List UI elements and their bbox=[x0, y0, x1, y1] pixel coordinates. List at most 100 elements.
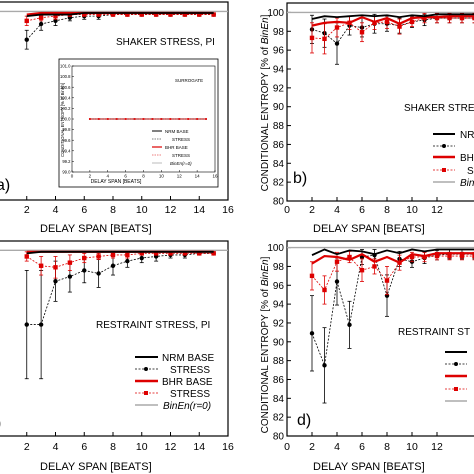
x-tick-label: 14 bbox=[193, 204, 205, 216]
inset-y-tick-label: 100.8 bbox=[60, 74, 71, 79]
inset-data-point bbox=[178, 118, 181, 120]
data-point-bhr-stress bbox=[110, 252, 116, 258]
data-point-nrm-stress bbox=[38, 21, 44, 27]
legend-marker bbox=[144, 391, 148, 395]
data-point-bhr-stress bbox=[38, 263, 44, 268]
data-point-nrm-stress bbox=[24, 37, 29, 42]
inset-y-tick-labels: 101.0 100.8 100.6 100.4 100.2 100.0 99.8 99.6 99… bbox=[60, 64, 74, 175]
data-point-bhr-stress bbox=[447, 253, 452, 259]
inset-y-tick-label: 100.4 bbox=[60, 95, 71, 100]
x-tick-label: 12 bbox=[165, 441, 177, 453]
inset-x-tick-label: 4 bbox=[106, 174, 109, 179]
data-point-bhr-stress bbox=[96, 12, 101, 17]
data-point-bhr-stress bbox=[384, 278, 390, 283]
x-tick-label: 8 bbox=[384, 204, 390, 216]
plot-area bbox=[0, 10, 228, 50]
x-tick-label: 12 bbox=[431, 204, 443, 216]
y-tick-label: 84 bbox=[273, 159, 285, 170]
data-point-bhr-stress bbox=[197, 12, 202, 17]
data-point-bhr-stress bbox=[434, 253, 440, 259]
panel-label: ) bbox=[0, 415, 1, 432]
data-point-bhr-stress bbox=[182, 251, 188, 256]
inset-y-tick-label: 99.6 bbox=[62, 138, 71, 143]
legend-marker bbox=[454, 387, 458, 391]
plot-area bbox=[287, 246, 474, 404]
y-tick-label: 88 bbox=[273, 356, 285, 367]
x-tick-labels: 0 2 4 6 8 10 12 bbox=[284, 197, 443, 216]
data-point-bhr-stress bbox=[359, 268, 365, 273]
y-tick-labels: 100 98 96 94 92 90 88 86 84 82 80 bbox=[267, 8, 291, 208]
inset-x-tick-label: 12 bbox=[177, 174, 183, 179]
data-point-bhr-stress bbox=[359, 30, 365, 35]
data-point-nrm-stress bbox=[334, 279, 340, 284]
panel-title: SHAKER STRE bbox=[404, 103, 474, 114]
data-point-nrm-stress bbox=[334, 41, 340, 46]
y-tick-label: 80 bbox=[273, 432, 285, 443]
data-point-bhr-stress bbox=[409, 19, 415, 25]
x-tick-label: 6 bbox=[81, 204, 87, 216]
y-tick-label: 88 bbox=[273, 121, 285, 132]
legend-marker bbox=[442, 144, 446, 148]
data-point-bhr-stress bbox=[139, 251, 144, 256]
x-tick-labels: 0 2 4 6 8 10 12 bbox=[284, 432, 443, 453]
data-point-bhr-stress bbox=[82, 255, 87, 261]
y-tick-label: 80 bbox=[273, 197, 285, 208]
inset-y-tick-label: 101.0 bbox=[60, 64, 71, 69]
data-point-bhr-stress bbox=[168, 251, 173, 256]
y-tick-label: 100 bbox=[267, 8, 284, 19]
panel-label: a) bbox=[0, 177, 10, 194]
legend-label: NR bbox=[460, 130, 474, 141]
legend bbox=[445, 351, 467, 402]
legend: NRM BASE STRESS BHR BASE STRESS BinEn(r=… bbox=[135, 353, 215, 412]
legend-label: BHR BASE bbox=[162, 377, 213, 388]
inset-x-tick-label: 16 bbox=[212, 174, 218, 179]
y-axis-label-italic: BinEn bbox=[260, 17, 271, 44]
inset-x-tick-labels: 0 2 4 6 8 10 12 14 16 bbox=[71, 170, 218, 179]
inset-data-point bbox=[97, 118, 100, 120]
inset-data-point bbox=[160, 118, 163, 120]
inset-x-tick-label: 10 bbox=[159, 174, 165, 179]
legend-label: BinEn(r=0) bbox=[163, 401, 211, 412]
data-point-nrm-stress bbox=[309, 331, 315, 336]
x-tick-label: 10 bbox=[406, 204, 418, 216]
series-line-bhr-stress bbox=[26, 14, 214, 22]
legend-label: STRESS bbox=[170, 389, 210, 400]
legend-marker bbox=[454, 362, 458, 366]
inset-surrogate-chart: SURROGATE DELAY SPAN [BEATS] CONDITIONAL… bbox=[58, 58, 219, 188]
x-tick-label: 4 bbox=[334, 204, 340, 216]
legend-label: BHR BASE bbox=[165, 145, 188, 150]
y-axis-label-italic: BinEn bbox=[260, 259, 271, 286]
inset-y-tick-label: 99.4 bbox=[62, 148, 71, 153]
data-point-bhr-stress bbox=[322, 36, 327, 42]
y-tick-label: 86 bbox=[273, 375, 285, 386]
x-tick-label: 16 bbox=[222, 441, 234, 453]
y-axis-label-suffix: ] bbox=[260, 256, 271, 259]
data-point-bhr-stress bbox=[459, 15, 465, 21]
inset-data-point bbox=[205, 118, 207, 120]
x-tick-label: 4 bbox=[334, 441, 340, 453]
plot-area bbox=[0, 249, 228, 380]
panel-c-restraint-stress-pi: RESTRAINT STRESS, PI ) DELAY SPAN [BEATS… bbox=[0, 240, 234, 473]
y-tick-label: 98 bbox=[273, 262, 285, 273]
inset-y-axis-label: CONDITIONAL ENTROPY [% of BinEn] bbox=[60, 83, 65, 157]
inset-y-tick-label: 99.8 bbox=[62, 127, 71, 132]
data-point-bhr-stress bbox=[24, 18, 29, 24]
data-point-bhr-stress bbox=[409, 254, 415, 260]
data-point-bhr-stress bbox=[372, 264, 377, 269]
data-point-bhr-stress bbox=[397, 24, 402, 29]
inset-data-point bbox=[88, 118, 91, 120]
data-point-bhr-stress bbox=[334, 259, 340, 264]
legend-marker bbox=[144, 367, 148, 371]
inset-y-tick-label: 100.6 bbox=[60, 85, 71, 90]
y-tick-label: 90 bbox=[273, 337, 285, 348]
x-tick-label: 16 bbox=[222, 204, 234, 216]
data-point-bhr-stress bbox=[211, 12, 216, 17]
y-tick-label: 100 bbox=[267, 243, 284, 254]
inset-data-point bbox=[115, 118, 118, 120]
inset-data-point bbox=[187, 118, 190, 120]
y-tick-label: 82 bbox=[273, 178, 285, 189]
data-point-bhr-stress bbox=[125, 12, 130, 17]
inset-data-point bbox=[142, 118, 145, 120]
y-axis-label-prefix: CONDITIONAL ENTROPY [% of bbox=[260, 286, 271, 433]
data-point-bhr-stress bbox=[334, 25, 340, 30]
